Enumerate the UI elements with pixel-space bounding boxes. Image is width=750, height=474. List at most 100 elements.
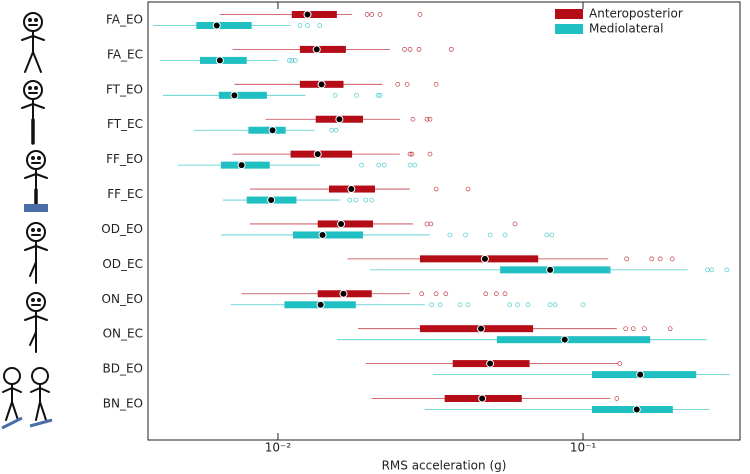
outlier bbox=[424, 221, 430, 227]
outlier bbox=[363, 197, 369, 203]
outlier bbox=[437, 302, 443, 308]
median bbox=[486, 359, 495, 368]
legend-swatch bbox=[555, 24, 583, 34]
outlier bbox=[552, 302, 558, 308]
outlier bbox=[329, 127, 335, 133]
outlier bbox=[465, 186, 471, 192]
outlier bbox=[433, 81, 439, 87]
outlier bbox=[547, 302, 553, 308]
outlier bbox=[353, 197, 359, 203]
outlier bbox=[580, 302, 586, 308]
median bbox=[316, 300, 325, 309]
outlier bbox=[347, 197, 353, 203]
outlier bbox=[724, 267, 730, 273]
median bbox=[480, 254, 489, 263]
category-label: FA_EO bbox=[106, 13, 143, 27]
outlier bbox=[305, 23, 310, 28]
median bbox=[632, 405, 641, 414]
outlier bbox=[709, 267, 714, 273]
outlier bbox=[297, 23, 303, 28]
outlier bbox=[443, 291, 449, 297]
median bbox=[339, 289, 348, 298]
category-label: FF_EC bbox=[107, 187, 143, 201]
box bbox=[500, 266, 611, 274]
outlier bbox=[377, 92, 383, 98]
category-label: FA_EC bbox=[107, 47, 143, 61]
legend-label: Anteroposterior bbox=[589, 7, 683, 21]
box bbox=[292, 231, 363, 239]
box bbox=[496, 336, 651, 344]
outlier bbox=[404, 81, 410, 87]
outlier bbox=[333, 127, 339, 133]
outlier bbox=[483, 291, 489, 297]
outlier bbox=[623, 326, 629, 332]
outlier bbox=[705, 267, 710, 273]
outlier bbox=[412, 162, 418, 168]
outlier bbox=[402, 47, 407, 52]
outlier bbox=[417, 12, 423, 17]
box bbox=[196, 22, 252, 29]
legend-label: Mediolateral bbox=[589, 22, 663, 36]
outlier bbox=[617, 361, 623, 366]
outlier bbox=[377, 12, 383, 17]
outlier bbox=[642, 326, 647, 332]
median bbox=[268, 126, 277, 135]
category-label: FT_EO bbox=[106, 82, 143, 96]
outlier bbox=[407, 47, 413, 52]
median bbox=[215, 56, 224, 65]
box bbox=[218, 91, 267, 99]
median bbox=[477, 324, 486, 333]
outlier bbox=[502, 232, 508, 238]
x-axis-label: RMS acceleration (g) bbox=[382, 459, 507, 473]
median bbox=[312, 45, 321, 54]
outlier bbox=[525, 302, 531, 308]
outlier bbox=[657, 256, 663, 262]
median bbox=[303, 10, 312, 19]
outlier bbox=[409, 151, 415, 157]
outlier bbox=[549, 232, 555, 238]
category-label: OD_EO bbox=[101, 222, 143, 236]
box bbox=[317, 220, 374, 228]
outlier bbox=[424, 116, 430, 122]
outlier bbox=[447, 232, 453, 238]
category-label: FF_EO bbox=[106, 152, 143, 166]
outlier bbox=[494, 291, 499, 297]
outlier bbox=[515, 302, 520, 308]
median bbox=[230, 91, 239, 100]
plot-frame bbox=[147, 1, 741, 441]
outlier bbox=[407, 151, 413, 157]
outlier bbox=[317, 23, 323, 28]
outlier bbox=[544, 232, 550, 238]
outlier bbox=[487, 232, 493, 238]
outlier bbox=[667, 326, 673, 332]
outlier bbox=[332, 92, 338, 98]
category-label: OD_EC bbox=[102, 257, 143, 271]
outlier bbox=[289, 58, 295, 63]
outlier bbox=[419, 291, 425, 297]
outlier bbox=[359, 162, 364, 168]
category-label: FT_EC bbox=[107, 117, 143, 131]
outlier bbox=[507, 302, 513, 308]
outlier bbox=[463, 232, 468, 238]
median bbox=[335, 115, 344, 124]
outlier bbox=[669, 256, 675, 262]
outlier bbox=[433, 186, 439, 192]
outlier bbox=[381, 162, 387, 168]
median bbox=[317, 80, 326, 89]
outlier bbox=[376, 162, 382, 168]
x-tick-label: 10⁻² bbox=[265, 441, 292, 455]
outlier bbox=[429, 302, 434, 308]
outlier bbox=[427, 116, 433, 122]
category-label: ON_EC bbox=[103, 327, 143, 341]
median bbox=[212, 21, 221, 30]
median bbox=[237, 161, 246, 170]
median bbox=[546, 265, 555, 274]
outlier bbox=[292, 58, 298, 63]
median bbox=[313, 150, 322, 159]
category-label: ON_EO bbox=[102, 292, 143, 306]
median bbox=[560, 335, 569, 344]
outlier bbox=[407, 162, 413, 168]
box bbox=[299, 45, 346, 53]
median bbox=[478, 394, 487, 403]
category-label: BD_EO bbox=[103, 362, 144, 376]
